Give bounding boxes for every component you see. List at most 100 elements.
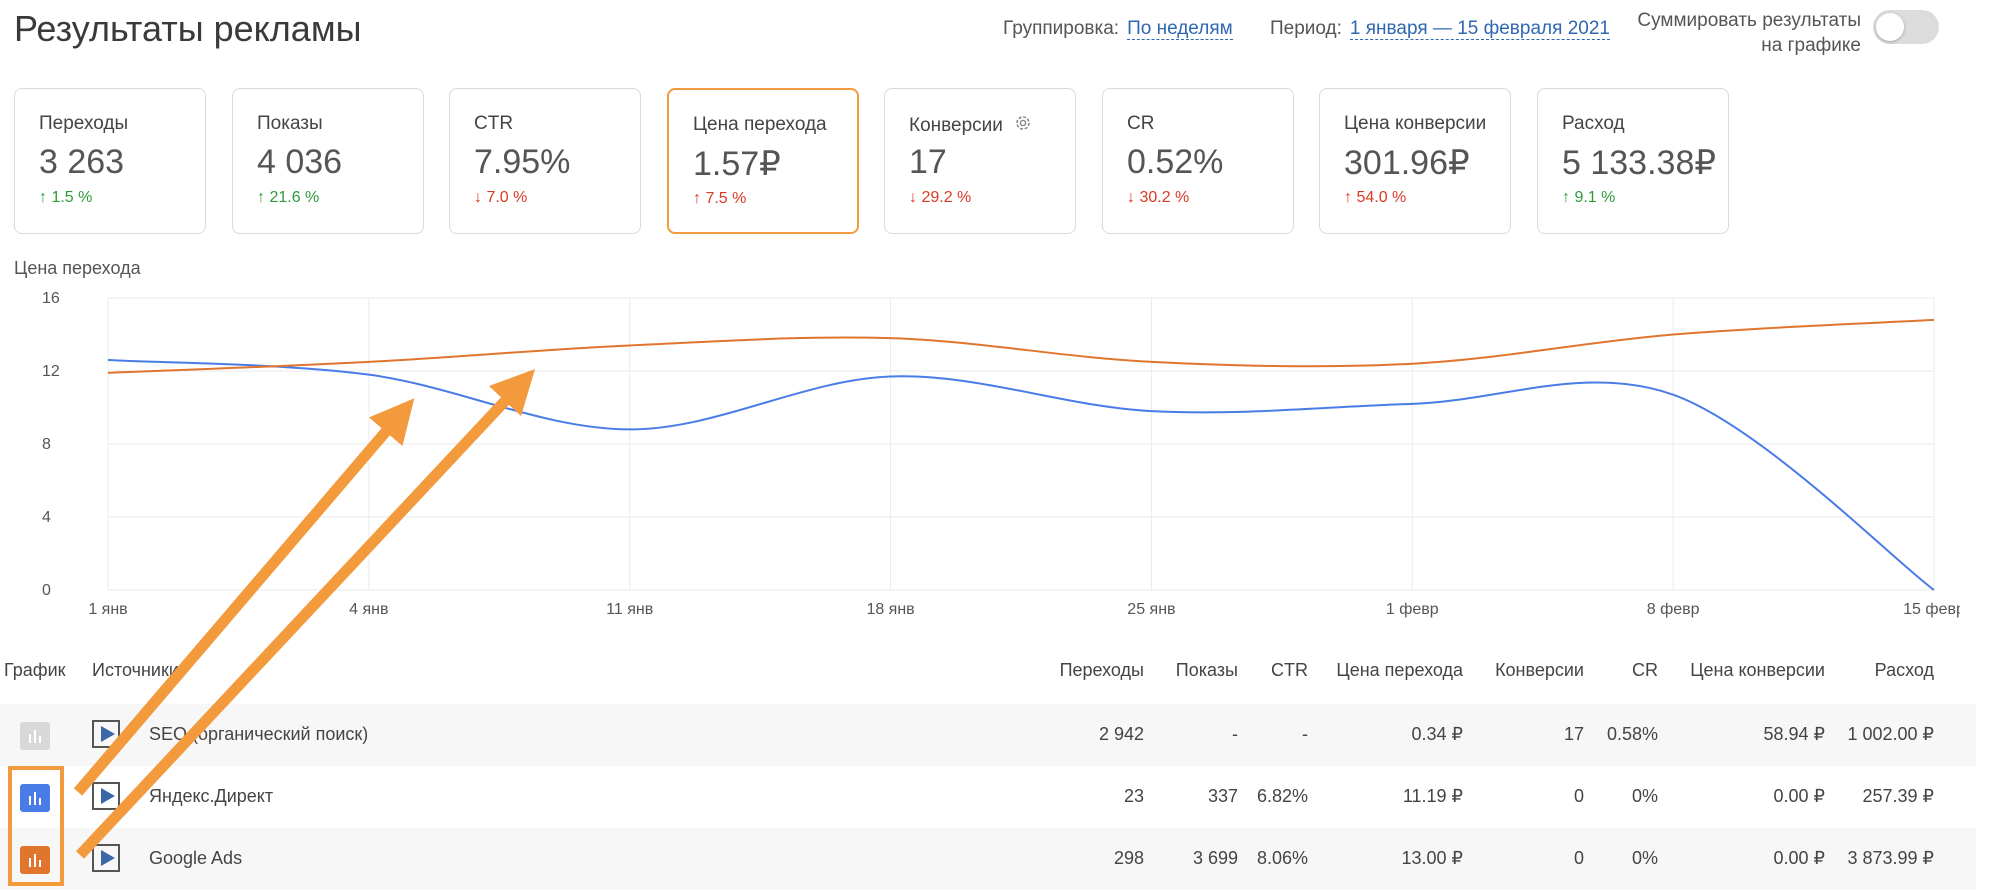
expand-play-icon[interactable] <box>92 844 120 872</box>
chart-toggle-checkbox[interactable] <box>20 722 50 750</box>
metric-label: Цена конверсии <box>1344 113 1487 134</box>
header-source: Источники <box>92 660 179 680</box>
header-cr[interactable]: CR <box>1632 660 1658 680</box>
metric-change: ↑ 54.0 % <box>1344 189 1406 207</box>
period-link[interactable]: 1 января — 15 февраля 2021 <box>1349 18 1610 40</box>
change-value: 54.0 % <box>1356 189 1407 206</box>
table-row[interactable]: Яндекс.Директ 23 337 6.82% 11.19 ₽ 0 0% 0.00 ₽ 2… <box>0 766 1976 828</box>
x-tick-label: 1 янв <box>88 601 127 618</box>
expand-play-icon[interactable] <box>92 720 120 748</box>
chart-title: Цена перехода <box>14 258 141 278</box>
metric-card[interactable]: Цена конверсии 301.96₽ ↑ 54.0 % <box>1319 88 1511 234</box>
cell-clicks: 298 <box>1113 848 1144 868</box>
grouping-link[interactable]: По неделям <box>1127 18 1233 40</box>
metric-card[interactable]: Расход 5 133.38₽ ↑ 9.1 % <box>1537 88 1729 234</box>
change-arrow-icon: ↑ <box>693 190 701 207</box>
metric-change: ↑ 7.5 % <box>693 190 746 208</box>
metric-value: 4 036 <box>257 143 343 181</box>
table-row[interactable]: Google Ads 298 3 699 8.06% 13.00 ₽ 0 0% 0.00 ₽ 3… <box>0 828 1976 890</box>
header-views[interactable]: Показы <box>1175 660 1238 680</box>
sum-toggle[interactable] <box>1873 10 1939 44</box>
cell-cpa: 0.00 ₽ <box>1773 786 1826 806</box>
metric-card[interactable]: Конверсии 17 ↓ 29.2 % <box>884 88 1076 234</box>
cell-clicks: 2 942 <box>1098 724 1144 744</box>
cell-cpa: 0.00 ₽ <box>1773 848 1826 868</box>
cell-conv: 0 <box>1573 848 1584 868</box>
table-header: График Источники Переходы Показы CTR Цен… <box>0 656 1980 690</box>
change-value: 30.2 % <box>1139 189 1190 206</box>
x-tick-label: 8 февр <box>1647 601 1700 618</box>
cell-ctr: - <box>1302 724 1308 744</box>
metric-card[interactable]: CTR 7.95% ↓ 7.0 % <box>449 88 641 234</box>
cell-spend: 3 873.99 ₽ <box>1847 848 1934 868</box>
metric-value: 5 133.38₽ <box>1562 144 1716 182</box>
change-value: 9.1 % <box>1574 189 1616 206</box>
cell-spend: 1 002.00 ₽ <box>1847 724 1934 744</box>
metric-label: Цена перехода <box>693 114 827 135</box>
metric-change: ↓ 30.2 % <box>1127 189 1189 207</box>
metric-value: 1.57₽ <box>693 145 781 183</box>
y-tick-label: 4 <box>42 509 51 526</box>
metric-value: 3 263 <box>39 143 125 181</box>
table-row[interactable]: SEO (органический поиск) 2 942 - - 0.34 ₽ 17 0… <box>0 704 1976 766</box>
change-value: 29.2 % <box>921 189 972 206</box>
header-spend[interactable]: Расход <box>1874 660 1934 680</box>
cell-cpc: 0.34 ₽ <box>1411 724 1464 744</box>
x-tick-label: 18 янв <box>866 601 914 618</box>
sum-toggle-label-line1: Суммировать результаты <box>1637 10 1861 31</box>
metric-card[interactable]: Показы 4 036 ↑ 21.6 % <box>232 88 424 234</box>
source-name: Google Ads <box>149 848 243 868</box>
x-tick-label: 1 февр <box>1386 601 1439 618</box>
series-line-0 <box>107 359 1935 591</box>
change-arrow-icon: ↑ <box>257 189 265 206</box>
y-tick-label: 0 <box>42 582 51 599</box>
header-clicks[interactable]: Переходы <box>1059 660 1144 680</box>
chart-toggle-checkbox[interactable] <box>20 784 50 812</box>
metric-value: 0.52% <box>1127 143 1224 181</box>
metric-label: Конверсии <box>909 113 1033 137</box>
change-arrow-icon: ↓ <box>1127 189 1135 206</box>
metric-change: ↑ 21.6 % <box>257 189 319 207</box>
change-arrow-icon: ↑ <box>39 189 47 206</box>
metric-card[interactable]: Цена перехода 1.57₽ ↑ 7.5 % <box>667 88 859 234</box>
metric-label: Показы <box>257 113 323 134</box>
metric-label: CR <box>1127 113 1155 134</box>
sum-toggle-label: Суммировать результаты на графике <box>1637 8 1861 58</box>
cell-views: - <box>1232 724 1238 744</box>
cell-conv: 0 <box>1573 786 1584 806</box>
cell-views: 3 699 <box>1192 848 1238 868</box>
expand-play-icon[interactable] <box>92 782 120 810</box>
metric-label: CTR <box>474 113 514 134</box>
header-conversions[interactable]: Конверсии <box>1495 660 1584 680</box>
cell-cpa: 58.94 ₽ <box>1763 724 1826 744</box>
metric-value: 17 <box>909 143 947 181</box>
metric-change: ↑ 9.1 % <box>1562 189 1615 207</box>
change-value: 21.6 % <box>269 189 320 206</box>
metric-card[interactable]: Переходы 3 263 ↑ 1.5 % <box>14 88 206 234</box>
change-arrow-icon: ↓ <box>474 189 482 206</box>
x-tick-label: 4 янв <box>349 601 388 618</box>
line-chart: 0 4 8 12 16 1 янв 4 янв 11 янв 18 янв 25 янв 1 фев… <box>42 290 1960 618</box>
metric-card[interactable]: CR 0.52% ↓ 30.2 % <box>1102 88 1294 234</box>
change-arrow-icon: ↑ <box>1562 189 1570 206</box>
metric-change: ↑ 1.5 % <box>39 189 92 207</box>
cell-ctr: 6.82% <box>1256 786 1308 806</box>
change-value: 7.0 % <box>486 189 528 206</box>
metric-value: 301.96₽ <box>1344 144 1470 182</box>
annotation-highlight-box <box>8 766 64 886</box>
sum-toggle-label-line2: на графике <box>1761 35 1861 56</box>
x-tick-label: 11 янв <box>606 601 653 618</box>
source-name: Яндекс.Директ <box>149 786 274 806</box>
cell-cr: 0% <box>1631 786 1658 806</box>
gear-icon[interactable] <box>1013 113 1033 133</box>
chart-toggle-checkbox[interactable] <box>20 846 50 874</box>
cell-cr: 0% <box>1631 848 1658 868</box>
page-title: Результаты рекламы <box>14 8 362 49</box>
metric-label: Переходы <box>39 113 129 134</box>
header-ctr[interactable]: CTR <box>1271 660 1308 680</box>
change-value: 1.5 % <box>51 189 93 206</box>
header-cpc[interactable]: Цена перехода <box>1336 660 1463 680</box>
change-arrow-icon: ↓ <box>909 189 917 206</box>
header-cpa[interactable]: Цена конверсии <box>1690 660 1825 680</box>
cell-conv: 17 <box>1563 724 1584 744</box>
